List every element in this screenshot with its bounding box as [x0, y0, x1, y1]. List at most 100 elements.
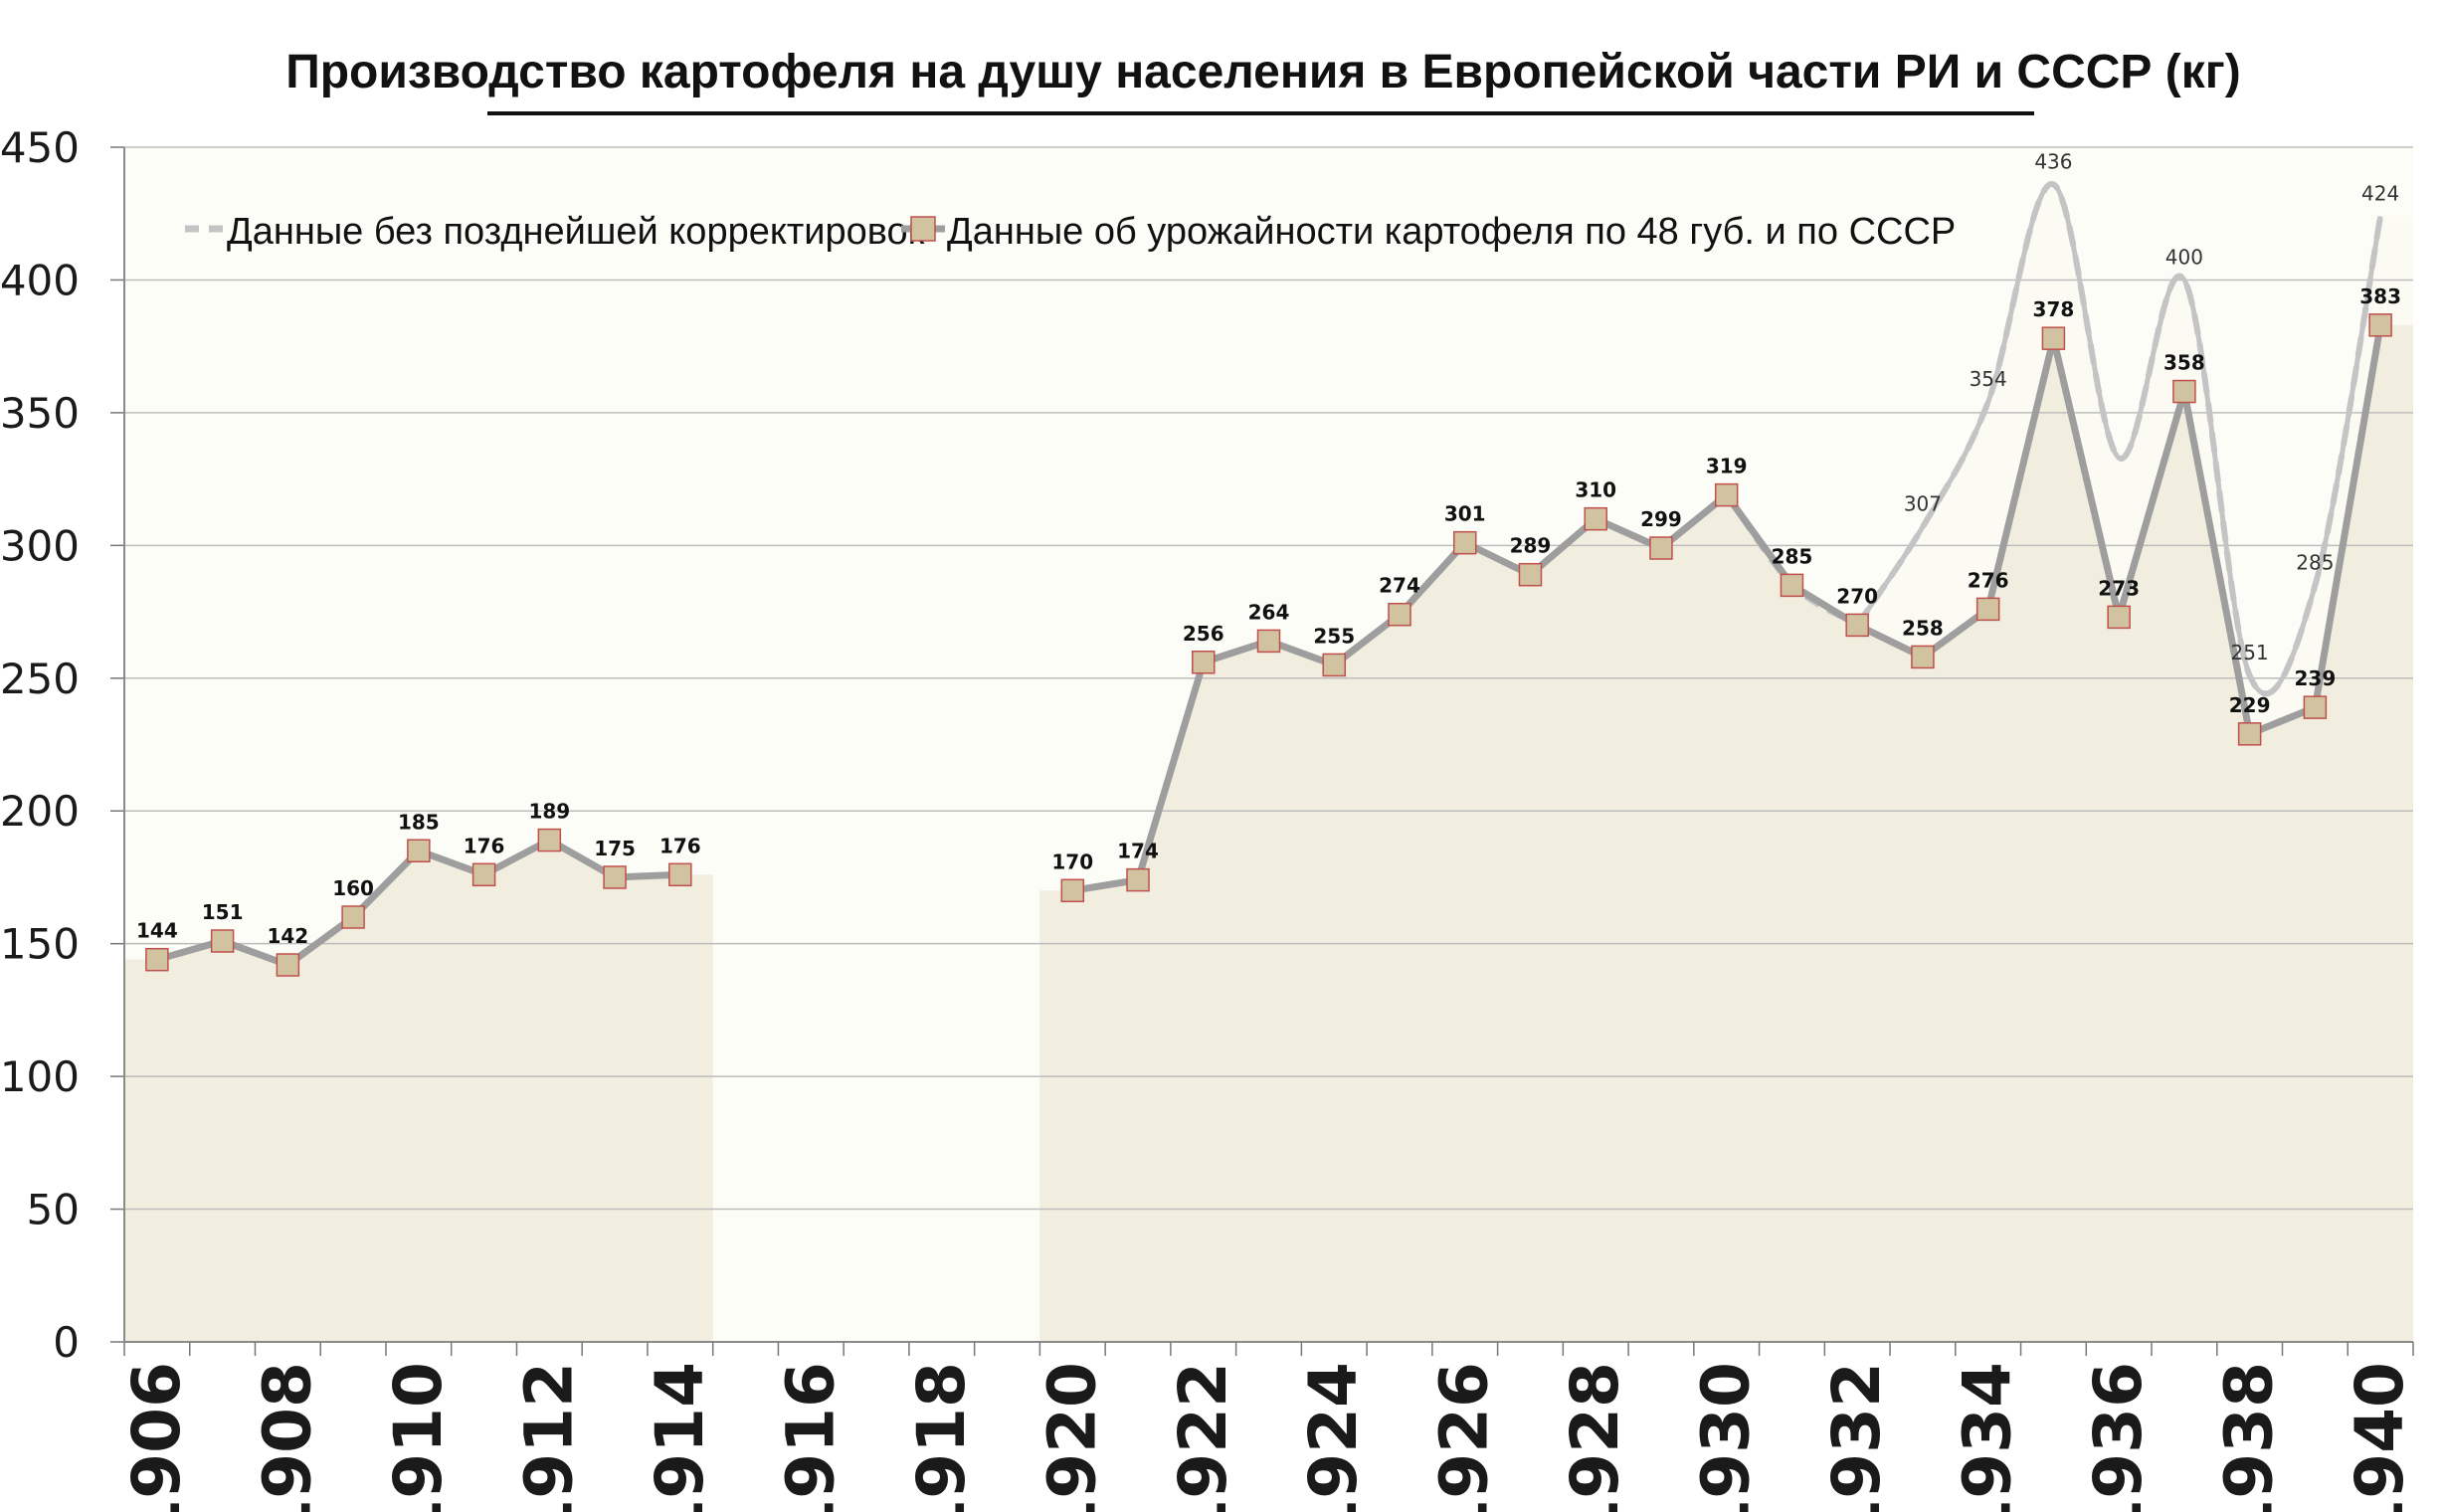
data-label-1908: 142 [267, 924, 308, 948]
data-label-1938: 229 [2229, 693, 2271, 717]
annotation-1940: 424 [2361, 181, 2399, 205]
data-point-1913 [603, 865, 627, 889]
data-point-1906 [145, 947, 169, 972]
data-point-1912 [537, 828, 562, 852]
data-point-1921 [1126, 867, 1150, 892]
marker-layer [145, 313, 2392, 977]
x-tick-label-1908: 1908 [249, 1362, 325, 1512]
annotation-1935: 436 [2034, 149, 2072, 173]
data-label-1931: 285 [1772, 544, 1813, 568]
x-tick-label-1938: 1938 [2211, 1362, 2288, 1512]
annotation-1939: 285 [2296, 550, 2334, 574]
data-point-1934 [1975, 597, 2000, 622]
data-label-1939: 239 [2295, 666, 2337, 690]
data-point-1907 [210, 929, 235, 953]
data-point-1926 [1452, 530, 1477, 555]
x-tick-label-1912: 1912 [510, 1362, 587, 1512]
x-tick-label-1924: 1924 [1295, 1362, 1372, 1512]
data-point-1908 [276, 953, 300, 977]
data-point-1936 [2107, 605, 2131, 630]
data-point-1931 [1780, 573, 1804, 598]
y-tick-label-150: 150 [0, 920, 80, 969]
data-point-1910 [407, 839, 431, 863]
annotation-1937: 400 [2165, 245, 2203, 269]
x-tick-label-1914: 1914 [642, 1362, 718, 1512]
grid-layer [124, 146, 2413, 1211]
y-tick-label-250: 250 [0, 655, 80, 703]
area-segment-1 [124, 840, 713, 1342]
data-label-1935: 378 [2033, 297, 2075, 321]
area-layer [124, 183, 2413, 1342]
data-point-1925 [1388, 602, 1411, 627]
x-tick-label-1940: 1940 [2342, 1362, 2418, 1512]
data-label-1923: 264 [1248, 600, 1290, 624]
data-label-1930: 319 [1706, 455, 1748, 478]
data-label-1921: 174 [1117, 840, 1159, 863]
data-label-1913: 175 [594, 837, 636, 860]
y-tick-label-300: 300 [0, 521, 80, 570]
x-tick-label-1922: 1922 [1165, 1362, 1241, 1512]
data-label-1925: 274 [1379, 574, 1420, 598]
data-point-1927 [1518, 562, 1543, 587]
data-label-1928: 310 [1575, 478, 1616, 502]
legend-item-48-gub: Данные об урожайности картофеля по 48 гу… [947, 211, 1956, 253]
data-point-1914 [668, 862, 692, 887]
data-label-1932: 270 [1836, 584, 1878, 608]
uncorrected-curve-solid [1855, 181, 2383, 696]
label-layer: 144 151 142 160 185 176 189 175 176 170 174 256 264 2… [136, 149, 2401, 948]
data-point-1920 [1060, 878, 1085, 903]
y-tick-label-50: 50 [27, 1186, 80, 1234]
x-tick-label-1906: 1906 [118, 1362, 195, 1512]
data-label-1937: 358 [2163, 351, 2205, 375]
data-label-1907: 151 [202, 900, 244, 924]
data-point-1938 [2237, 722, 2262, 746]
data-label-1912: 189 [528, 800, 570, 824]
data-label-1909: 160 [332, 876, 374, 900]
y-tick-label-100: 100 [0, 1052, 80, 1101]
x-tick-label-1926: 1926 [1426, 1362, 1503, 1512]
annotation-1938: 251 [2231, 641, 2269, 664]
annotation-1933: 307 [1904, 492, 1942, 516]
annotation-1934: 354 [1970, 367, 2007, 391]
data-point-1924 [1322, 653, 1346, 677]
x-tick-label-1920: 1920 [1034, 1362, 1110, 1512]
data-point-1911 [471, 862, 496, 887]
data-point-1932 [1845, 613, 1869, 638]
chart-title: Производство картофеля на душу населения… [285, 46, 2241, 98]
x-tick-label-1932: 1932 [1818, 1362, 1895, 1512]
x-tick-label-1936: 1936 [2080, 1362, 2157, 1512]
y-tick-label-400: 400 [0, 256, 80, 304]
data-label-1933: 258 [1902, 616, 1944, 640]
data-point-1940 [2368, 313, 2392, 337]
data-point-1935 [2041, 326, 2066, 350]
data-point-1909 [341, 905, 365, 929]
data-point-1929 [1649, 536, 1673, 560]
data-label-1936: 273 [2098, 576, 2140, 600]
x-tick-label-1930: 1930 [1688, 1362, 1765, 1512]
x-tick-label-1928: 1928 [1557, 1362, 1633, 1512]
y-tick-label-450: 450 [0, 123, 80, 172]
data-label-1914: 176 [659, 834, 701, 857]
area-segment-2 [1039, 324, 2413, 1342]
data-point-1930 [1714, 482, 1739, 507]
data-label-1924: 255 [1313, 624, 1355, 648]
data-label-1940: 383 [2359, 284, 2401, 308]
axis-layer: 0 50 100 150 200 250 300 350 400 450 1906 1908 1910 1… [0, 123, 2418, 1512]
data-label-1906: 144 [136, 919, 178, 943]
data-point-1939 [2303, 695, 2328, 719]
data-point-1937 [2172, 379, 2196, 404]
x-tick-label-1934: 1934 [1950, 1362, 2026, 1512]
y-tick-label-0: 0 [53, 1318, 80, 1367]
data-label-1910: 185 [398, 810, 440, 834]
data-label-1920: 170 [1051, 850, 1093, 873]
data-point-1923 [1256, 629, 1281, 654]
data-label-1934: 276 [1968, 568, 2009, 592]
data-label-1926: 301 [1444, 502, 1486, 526]
data-point-1928 [1584, 506, 1607, 531]
y-tick-label-350: 350 [0, 389, 80, 438]
legend-square-marker [910, 216, 936, 242]
data-label-1929: 299 [1640, 507, 1682, 531]
x-tick-label-1910: 1910 [380, 1362, 457, 1512]
data-point-1922 [1192, 651, 1216, 674]
